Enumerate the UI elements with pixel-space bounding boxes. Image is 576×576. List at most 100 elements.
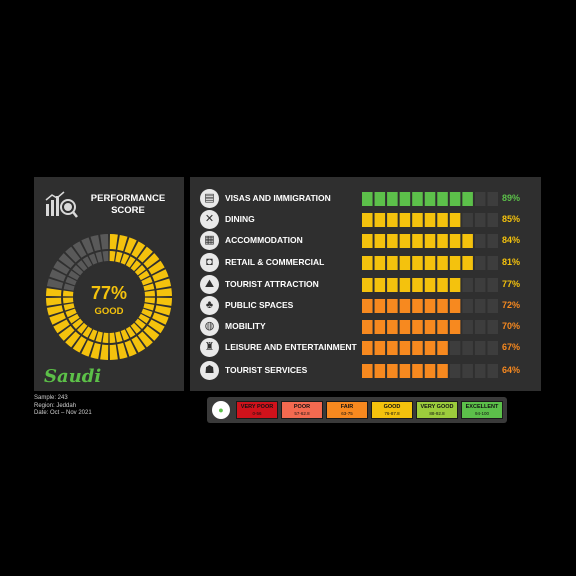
bar-segment-filled <box>437 256 448 270</box>
category-score-bar <box>362 364 498 378</box>
gauge-segment-filled <box>63 297 74 304</box>
bar-segment-empty <box>487 341 498 355</box>
bar-segment-empty <box>487 192 498 206</box>
bar-segment-empty <box>474 256 486 270</box>
gauge-segment-filled <box>109 234 118 250</box>
bar-segment-filled <box>374 213 386 227</box>
category-score-bar <box>362 341 498 355</box>
gauge-segment-filled <box>152 269 169 282</box>
gauge-segment-filled <box>72 318 84 330</box>
legend-label: FAIR <box>340 404 354 410</box>
category-score-value: 85% <box>502 214 521 224</box>
gauge-segment-filled <box>46 288 62 297</box>
bar-segment-filled <box>399 341 411 355</box>
legend-label: VERY GOOD <box>420 404 454 410</box>
bar-segment-filled <box>412 256 423 270</box>
bar-segment-filled <box>387 341 398 355</box>
bar-segment-empty <box>474 341 486 355</box>
bar-segment-empty <box>487 364 498 378</box>
hotel-icon: ▦ <box>200 231 219 250</box>
bar-segment-empty <box>474 364 486 378</box>
bar-segment-filled <box>424 213 436 227</box>
gauge-segment-empty <box>68 270 80 281</box>
bar-segment-empty <box>474 234 486 248</box>
bar-segment-empty <box>487 234 498 248</box>
bar-segment-filled <box>437 320 448 334</box>
bar-segment-empty <box>487 278 498 292</box>
bar-segment-filled <box>412 213 423 227</box>
gauge-segment-filled <box>143 303 155 311</box>
bar-segment-filled <box>399 256 411 270</box>
category-score-bar <box>362 234 498 248</box>
bar-segment-filled <box>412 299 423 313</box>
category-row: ♜ LEISURE AND ENTERTAINMENT 67% <box>200 338 540 358</box>
legend-range: 63-75 <box>341 411 353 416</box>
bar-segment-filled <box>362 256 373 270</box>
gauge-segment-filled <box>124 237 137 254</box>
tourist-services-icon: ☗ <box>200 361 219 380</box>
bar-segment-filled <box>387 234 398 248</box>
bar-segment-filled <box>449 320 461 334</box>
gauge-segment-filled <box>131 241 146 258</box>
gauge-center <box>75 263 143 331</box>
bar-segment-filled <box>387 278 398 292</box>
bar-segment-empty <box>462 364 473 378</box>
performance-gauge <box>46 234 172 360</box>
legend-label: EXCELLENT <box>465 404 499 410</box>
gauge-segment-filled <box>154 305 172 316</box>
bar-segment-filled <box>424 320 436 334</box>
category-score-value: 89% <box>502 193 521 203</box>
gauge-segment-filled <box>117 234 128 252</box>
bar-segment-filled <box>362 364 373 378</box>
bar-segment-filled <box>462 256 473 270</box>
region: Region: Jeddah <box>34 402 77 409</box>
bar-segment-filled <box>374 192 386 206</box>
bar-segment-filled <box>374 234 386 248</box>
bar-segment-filled <box>412 234 423 248</box>
gauge-segment-filled <box>156 288 172 297</box>
gauge-segment-filled <box>49 312 66 325</box>
bar-segment-filled <box>449 192 461 206</box>
gauge-segment-filled <box>154 278 172 289</box>
bar-segment-empty <box>487 213 498 227</box>
category-score-value: 67% <box>502 342 521 352</box>
cutlery-icon: ✕ <box>200 210 219 229</box>
gauge-segment-filled <box>58 325 75 341</box>
bar-segment-filled <box>412 192 423 206</box>
category-score-value: 77% <box>502 279 521 289</box>
gauge-segment-empty <box>72 241 87 258</box>
bar-segment-filled <box>449 213 461 227</box>
gauge-segment-filled <box>46 297 62 306</box>
bar-segment-filled <box>387 213 398 227</box>
bar-segment-filled <box>362 213 373 227</box>
category-score-value: 81% <box>502 257 521 267</box>
sample-size: Sample: 243 <box>34 395 68 401</box>
bar-segment-empty <box>487 299 498 313</box>
bar-segment-filled <box>387 256 398 270</box>
category-score-value: 72% <box>502 300 521 310</box>
performance-score-title: PERFORMANCE SCORE <box>80 193 176 217</box>
bar-segment-filled <box>424 192 436 206</box>
gauge-segment-filled <box>143 253 160 269</box>
bar-segment-filled <box>424 234 436 248</box>
gauge-segment-filled <box>65 331 81 348</box>
gauge-segment-filled <box>109 251 116 262</box>
bar-segment-filled <box>374 364 386 378</box>
gauge-segment-empty <box>81 237 94 254</box>
category-row: ◍ MOBILITY 70% <box>200 317 540 337</box>
bar-segment-filled <box>437 341 448 355</box>
bar-segment-filled <box>399 320 411 334</box>
gauge-segment-filled <box>125 256 136 268</box>
category-label: RETAIL & COMMERCIAL <box>225 257 325 267</box>
gauge-segment-filled <box>120 329 130 341</box>
bar-segment-filled <box>387 299 398 313</box>
gauge-segment-filled <box>88 329 98 341</box>
category-row: ☗ TOURIST SERVICES 64% <box>200 361 540 381</box>
gauge-segment-empty <box>88 253 98 265</box>
gauge-segment-filled <box>144 297 155 304</box>
bar-segment-filled <box>374 256 386 270</box>
analytics-magnifier-icon <box>45 191 78 218</box>
gauge-segment-filled <box>138 270 150 281</box>
bar-segment-filled <box>437 299 448 313</box>
gauge-segment-filled <box>125 326 136 338</box>
